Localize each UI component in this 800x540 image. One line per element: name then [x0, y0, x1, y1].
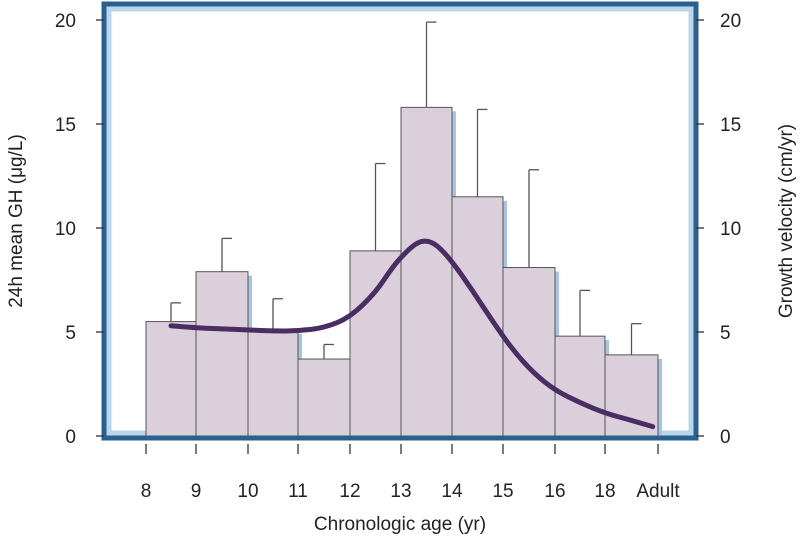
left-y-axis-title: 24h mean GH (μg/L) — [6, 134, 27, 308]
right-tick-label: 5 — [720, 323, 731, 344]
growth-velocity-curve — [168, 238, 656, 430]
x-tick-label: 11 — [288, 481, 308, 502]
x-tick-label: 13 — [390, 481, 411, 502]
x-tick-label: 10 — [237, 481, 258, 502]
bar — [145, 321, 197, 437]
left-tick-label: 20 — [55, 11, 76, 32]
x-tick-label: 14 — [441, 481, 463, 502]
x-tick-label: 15 — [492, 481, 513, 502]
bar — [400, 106, 453, 437]
right-y-axis: 0 5 10 15 20 — [696, 11, 741, 448]
plot-frame — [101, 1, 699, 441]
bar — [451, 196, 504, 437]
x-tick-label: Adult — [636, 481, 680, 502]
bar — [349, 250, 402, 437]
right-tick-label: 0 — [720, 427, 731, 448]
bars-layer — [145, 106, 662, 437]
x-tick-label: 18 — [594, 481, 615, 502]
x-tick-label: 8 — [141, 481, 152, 502]
x-tick-label: 9 — [191, 481, 202, 502]
left-tick-label: 15 — [55, 115, 76, 136]
right-y-axis-title: Growth velocity (cm/yr) — [776, 124, 797, 318]
bar — [502, 267, 556, 437]
left-tick-label: 10 — [55, 219, 76, 240]
left-tick-label: 5 — [65, 323, 76, 344]
x-axis-title: Chronologic age (yr) — [314, 514, 486, 535]
left-tick-label: 0 — [65, 427, 76, 448]
x-axis: 8 9 10 11 12 13 14 15 16 18 Adult — [141, 444, 680, 502]
x-tick-label: 16 — [544, 481, 565, 502]
right-tick-label: 20 — [720, 11, 741, 32]
bar — [554, 335, 606, 437]
right-tick-label: 15 — [720, 115, 741, 136]
left-y-axis: 0 5 10 15 20 — [55, 11, 104, 448]
x-tick-label: 12 — [339, 481, 360, 502]
bar — [195, 271, 249, 437]
bar — [297, 358, 351, 437]
bar — [247, 329, 299, 437]
error-bars-layer — [170, 21, 642, 360]
right-tick-label: 10 — [720, 219, 741, 240]
